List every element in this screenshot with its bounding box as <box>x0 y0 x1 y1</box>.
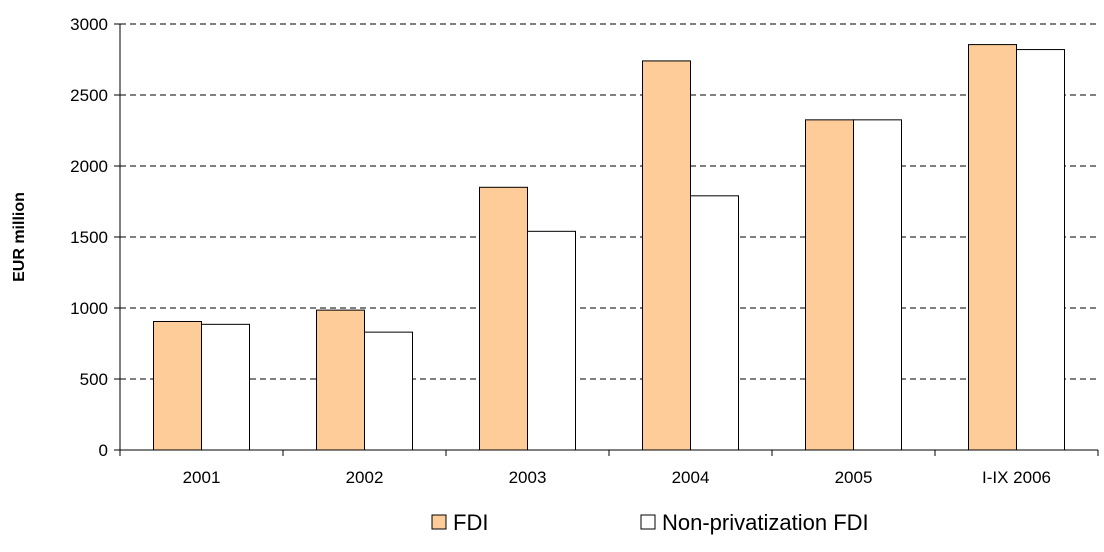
y-tick-label: 2000 <box>70 157 108 176</box>
bar-non-privatization-fdi-2 <box>527 230 576 451</box>
x-tick-label: 2005 <box>835 468 873 487</box>
legend-label: FDI <box>453 510 488 535</box>
bar-fdi-3 <box>642 60 691 451</box>
x-tick-labels: 2001 2002 2003 2004 2005 I-IX 2006 <box>183 468 1051 487</box>
axes <box>114 23 1099 456</box>
y-tick-label: 3000 <box>70 15 108 34</box>
gridlines <box>120 23 1098 380</box>
bar-fdi-4 <box>805 119 854 451</box>
bar-non-privatization-fdi-4 <box>853 119 902 451</box>
legend-swatch-non-privatization-fdi <box>640 514 656 530</box>
x-tick-label: 2003 <box>509 468 547 487</box>
legend-swatch-fdi <box>431 514 447 530</box>
y-tick-labels: 0 500 1000 1500 2000 2500 3000 <box>70 15 108 460</box>
bar-non-privatization-fdi-0 <box>201 323 250 451</box>
x-tick-label: I-IX 2006 <box>982 468 1051 487</box>
bar-fdi-2 <box>479 186 528 451</box>
bar-fdi-0 <box>153 320 202 451</box>
bar-non-privatization-fdi-5 <box>1016 49 1065 451</box>
bar-fdi-5 <box>968 44 1017 451</box>
bar-non-privatization-fdi-3 <box>690 195 739 451</box>
bars <box>153 44 1065 451</box>
y-tick-label: 1500 <box>70 228 108 247</box>
x-tick-label: 2001 <box>183 468 221 487</box>
bar-fdi-1 <box>316 309 365 451</box>
y-tick-label: 2500 <box>70 86 108 105</box>
y-tick-label: 0 <box>99 441 108 460</box>
legend: FDI Non-privatization FDI <box>431 510 869 535</box>
x-tick-label: 2002 <box>346 468 384 487</box>
y-tick-label: 1000 <box>70 299 108 318</box>
legend-label: Non-privatization FDI <box>662 510 869 535</box>
x-tick-label: 2004 <box>672 468 710 487</box>
y-tick-label: 500 <box>80 370 108 389</box>
y-axis-title: EUR million <box>11 192 28 282</box>
bar-non-privatization-fdi-1 <box>364 331 413 451</box>
